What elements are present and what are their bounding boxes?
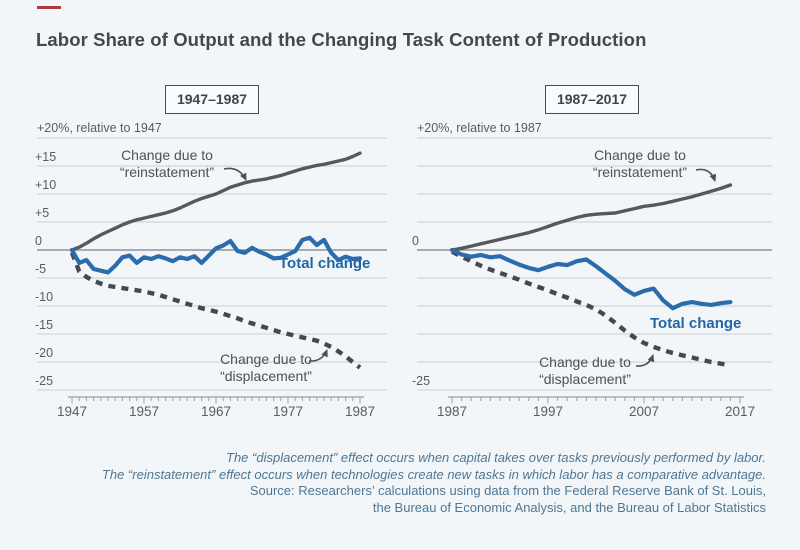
x-tick-label-1997: 1997 — [532, 404, 564, 419]
annotation-text-line: “displacement” — [539, 370, 631, 387]
annotation-text-line: Change due to — [220, 351, 312, 367]
annotation-text-line: Change due to — [121, 147, 213, 163]
y-tick-label--10: -10 — [35, 290, 54, 304]
footnote-source-line: the Bureau of Economic Analysis, and the… — [372, 499, 766, 515]
displacement-line-left — [69, 252, 362, 370]
annotation-text-line: Total change — [650, 315, 742, 332]
axis-note-right: +20%, relative to 1987 — [417, 121, 542, 135]
annotation-total-change-left: Total change — [279, 255, 371, 273]
annotation-text-line: “reinstatement” — [119, 163, 215, 180]
reinstatement-line-left — [70, 151, 362, 252]
reinstatement-arrow-left — [223, 167, 247, 181]
y-tick-label--5: -5 — [35, 262, 47, 276]
period-label-left: 1947–1987 — [165, 85, 259, 114]
annotation-reinstatement-left: Change due to “reinstatement” — [120, 147, 214, 180]
displacement-arrow-left — [308, 349, 328, 362]
annotation-total-change-right: Total change — [650, 315, 742, 333]
period-label-right: 1987–2017 — [545, 85, 639, 114]
page-title: Labor Share of Output and the Changing T… — [36, 29, 647, 50]
x-tick-label-1947: 1947 — [56, 404, 88, 419]
x-tick-label-2017: 2017 — [724, 404, 756, 419]
annotation-text-line: Change due to — [539, 354, 631, 370]
footnote-line: The “displacement” effect occurs when ca… — [226, 450, 766, 465]
y-tick-label--25: -25 — [412, 374, 431, 388]
y-tick-label--20: -20 — [35, 346, 54, 360]
x-tick-label-1967: 1967 — [200, 404, 232, 419]
annotation-text-line: “displacement” — [220, 367, 312, 384]
axis-note-left: +20%, relative to 1947 — [37, 121, 162, 135]
x-tick-label-1987: 1987 — [344, 404, 376, 419]
y-tick-label-0: 0 — [35, 234, 42, 248]
displacement-line-right — [450, 249, 731, 368]
y-tick-label-+15: +15 — [35, 150, 57, 164]
total-change-line-left — [69, 235, 363, 275]
reinstatement-arrow-right — [695, 168, 717, 182]
annotation-text-line: Change due to — [594, 147, 686, 163]
y-tick-label--15: -15 — [35, 318, 54, 332]
y-tick-label-0: 0 — [412, 234, 419, 248]
x-tick-label-1977: 1977 — [272, 404, 304, 419]
accent-bar — [37, 6, 61, 9]
y-tick-label-+5: +5 — [35, 206, 50, 220]
y-tick-label-+10: +10 — [35, 178, 57, 192]
displacement-arrow-right — [635, 354, 655, 367]
x-tick-label-1957: 1957 — [128, 404, 160, 419]
annotation-reinstatement-right: Change due to “reinstatement” — [593, 147, 687, 180]
annotation-text-line: “reinstatement” — [592, 163, 688, 180]
reinstatement-line-right — [450, 183, 733, 252]
annotation-text-line: Total change — [279, 255, 371, 272]
x-tick-label-2007: 2007 — [628, 404, 660, 419]
chart-footnote: The “displacement” effect occurs when ca… — [102, 450, 766, 516]
total-change-line-right — [449, 247, 733, 311]
footnote-source-line: Source: Researchers’ calculations using … — [249, 483, 766, 499]
x-tick-label-1987: 1987 — [436, 404, 468, 419]
y-tick-label--25: -25 — [35, 374, 54, 388]
annotation-displacement-right: Change due to “displacement” — [539, 354, 631, 387]
footnote-line: The “reinstatement” effect occurs when t… — [101, 466, 766, 482]
annotation-displacement-left: Change due to “displacement” — [220, 351, 312, 384]
